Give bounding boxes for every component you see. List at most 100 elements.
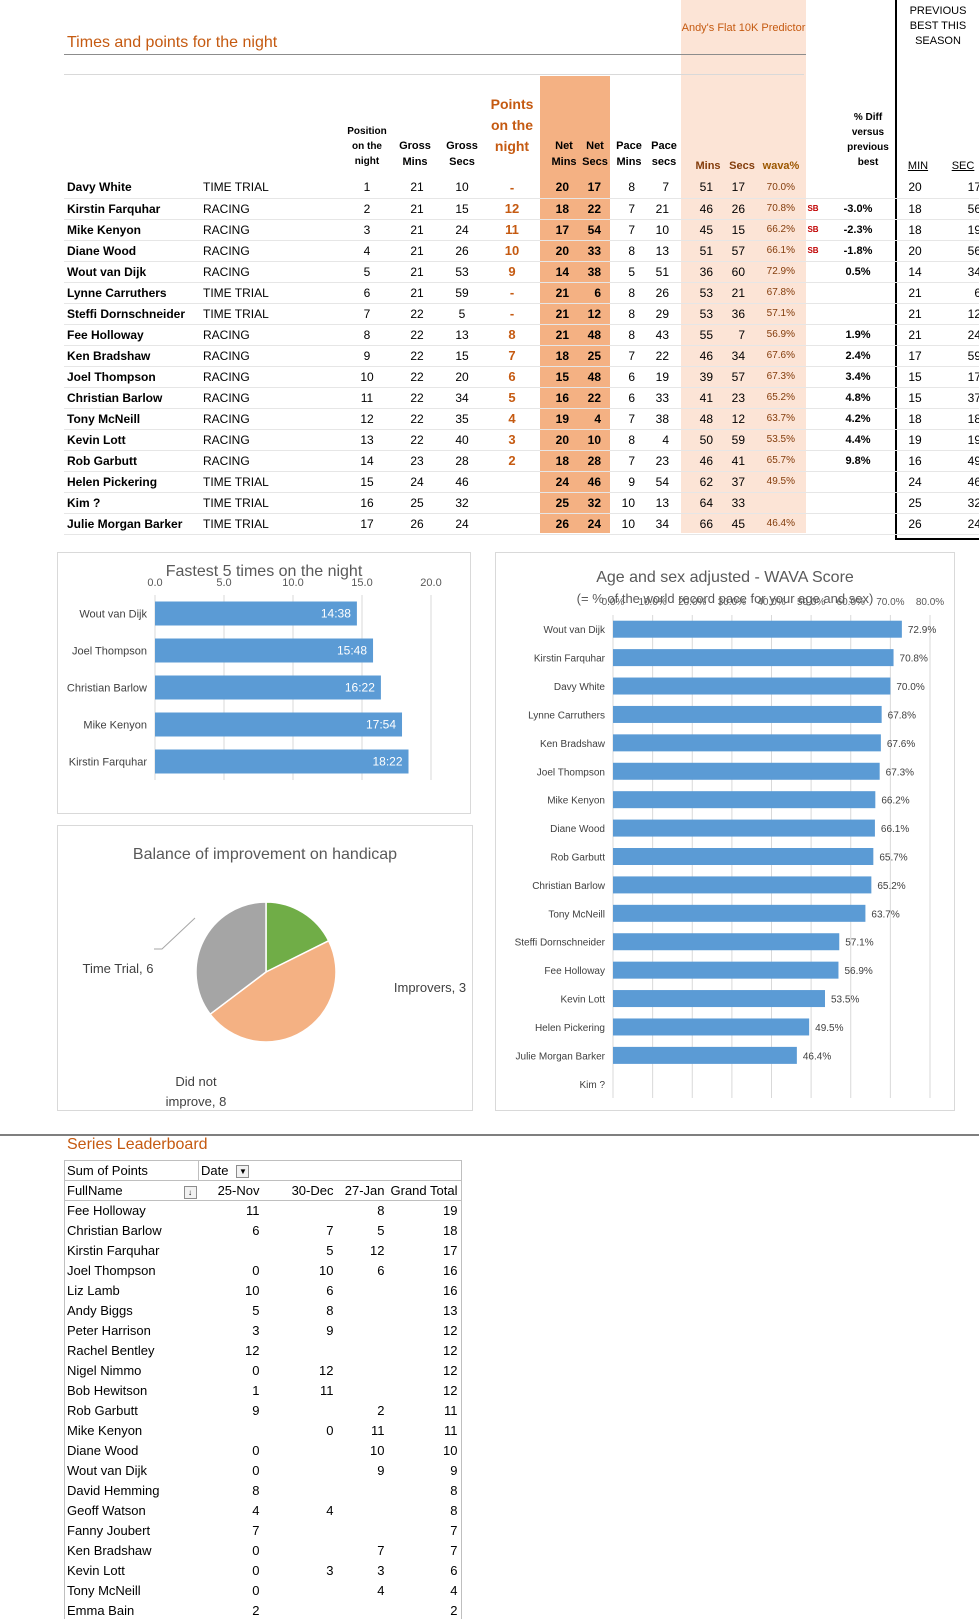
previous-best-sec: 17 xyxy=(967,369,979,384)
wava-percent: 65.7% xyxy=(766,455,795,466)
previous-best-min: 21 xyxy=(908,285,922,300)
previous-best-min: 16 xyxy=(908,453,922,468)
header-prev-sec: SEC xyxy=(951,160,975,172)
position: 13 xyxy=(360,432,374,447)
grand-total: 10 xyxy=(388,1440,463,1461)
leaderboard-rule xyxy=(0,1134,979,1136)
axis-tick-label: 10.0 xyxy=(282,577,303,589)
leaderboard-name: Nigel Nimmo xyxy=(64,1360,199,1381)
position: 7 xyxy=(363,306,371,321)
net-time-background xyxy=(540,76,610,533)
leaderboard-row: Diane Wood 0 10 10 xyxy=(64,1440,463,1461)
gross-secs: 34 xyxy=(455,390,469,405)
season-best-flag xyxy=(798,366,828,387)
points-27-jan xyxy=(340,1321,389,1341)
predicted-mins: 53 xyxy=(699,285,713,300)
runner-type: RACING xyxy=(203,369,250,384)
grand-total: 11 xyxy=(388,1400,463,1421)
previous-best-min: 17 xyxy=(908,348,922,363)
previous-best-min: 15 xyxy=(908,369,922,384)
points-25-nov: 0 xyxy=(252,1463,260,1478)
category-label: Wout van Dijk xyxy=(543,625,606,636)
gross-mins: 21 xyxy=(410,285,424,300)
points-27-jan: 12 xyxy=(370,1243,385,1258)
points-27-jan xyxy=(340,1361,389,1381)
pace-mins: 8 xyxy=(628,243,635,258)
gross-mins: 23 xyxy=(410,453,424,468)
season-best-flag xyxy=(798,513,828,534)
gross-secs: 40 xyxy=(455,432,469,447)
points-30-dec xyxy=(266,1521,340,1541)
net-secs: 6 xyxy=(594,285,601,300)
grand-total: 2 xyxy=(388,1600,463,1619)
wava-percent: 70.8% xyxy=(766,203,795,214)
predicted-mins: 66 xyxy=(699,516,713,531)
previous-best-sec: 19 xyxy=(967,222,979,237)
fullname-sort-icon[interactable]: ↓ xyxy=(183,1185,197,1199)
leaderboard-row: Nigel Nimmo 0 12 12 xyxy=(64,1360,463,1381)
pie-label-improvers: Improvers, 3 xyxy=(393,980,467,995)
previous-best-sec: 59 xyxy=(967,348,979,363)
season-best-flag xyxy=(798,324,828,345)
runner-type: TIME TRIAL xyxy=(203,285,269,300)
axis-tick-label: 0.0% xyxy=(602,597,625,608)
leaderboard-name: Kevin Lott xyxy=(64,1560,199,1581)
net-mins: 21 xyxy=(555,306,569,321)
points-25-nov: 10 xyxy=(245,1283,260,1298)
leaderboard-table: Sum of Points Date ▼ FullName ↓ 25-Nov 30-… xyxy=(64,1160,463,1619)
points-30-dec xyxy=(266,1201,340,1221)
bar xyxy=(155,749,409,774)
grand-total-header: Grand Total xyxy=(388,1180,463,1201)
leaderboard-name: Rob Garbutt xyxy=(64,1400,199,1421)
sum-of-points-label: Sum of Points xyxy=(64,1160,199,1181)
result-row: Rob Garbutt RACING 14 23 28 2 18 28 7 23 46 41 65.7%… xyxy=(64,450,979,471)
points-25-nov: 0 xyxy=(252,1563,260,1578)
runner-type: RACING xyxy=(203,222,250,237)
bar xyxy=(613,620,902,638)
data-label: 67.8% xyxy=(888,710,916,721)
season-best-flag xyxy=(798,177,828,198)
points-25-nov: 3 xyxy=(252,1323,260,1338)
leaderboard-name: Bob Hewitson xyxy=(64,1380,199,1401)
wava-percent: 57.1% xyxy=(766,308,795,319)
position: 5 xyxy=(363,264,371,279)
runner-type: RACING xyxy=(203,453,250,468)
date-filter-cell[interactable]: Date ▼ xyxy=(198,1160,266,1181)
percent-diff xyxy=(828,177,888,198)
header-net-secs: Net Secs xyxy=(582,140,608,168)
date-filter-icon[interactable]: ▼ xyxy=(236,1165,250,1179)
pie-slice-did-not-improve xyxy=(209,939,337,1043)
predicted-mins: 48 xyxy=(699,411,713,426)
leaderboard-row: Geoff Watson 4 4 8 xyxy=(64,1500,463,1521)
data-label: 67.6% xyxy=(887,739,915,750)
net-secs: 17 xyxy=(587,180,601,195)
predicted-secs: 59 xyxy=(731,432,745,447)
bar xyxy=(613,848,874,865)
pace-secs: 34 xyxy=(655,516,669,531)
leaderboard-row: Emma Bain 2 2 xyxy=(64,1600,463,1619)
data-label: 70.8% xyxy=(900,654,928,665)
header-net-mins: Net Mins xyxy=(551,140,577,168)
runner-type: TIME TRIAL xyxy=(203,306,269,321)
net-mins: 20 xyxy=(555,243,569,258)
points-30-dec xyxy=(265,1600,340,1619)
data-label: 49.5% xyxy=(815,1023,843,1034)
runner-type: TIME TRIAL xyxy=(203,516,269,531)
points: 10 xyxy=(504,243,520,258)
leaderboard-row: Rob Garbutt 9 2 11 xyxy=(64,1400,463,1421)
runner-name: Helen Pickering xyxy=(67,474,158,489)
gross-secs: 59 xyxy=(455,285,469,300)
fullname-filter-cell[interactable]: FullName ↓ xyxy=(64,1180,199,1201)
axis-tick-label: 60.0% xyxy=(837,597,865,608)
axis-tick-label: 80.0% xyxy=(916,597,944,608)
points-30-dec: 9 xyxy=(326,1323,334,1338)
predicted-mins: 62 xyxy=(699,474,713,489)
runner-type: RACING xyxy=(203,390,250,405)
pace-secs: 7 xyxy=(662,180,669,195)
points-25-nov: 11 xyxy=(246,1203,260,1219)
runner-name: Ken Bradshaw xyxy=(67,348,151,363)
pace-mins: 5 xyxy=(628,264,635,279)
leaderboard-name: Diane Wood xyxy=(64,1440,199,1461)
date-header-2: 30-Dec xyxy=(265,1180,340,1201)
net-secs: 25 xyxy=(587,348,601,363)
